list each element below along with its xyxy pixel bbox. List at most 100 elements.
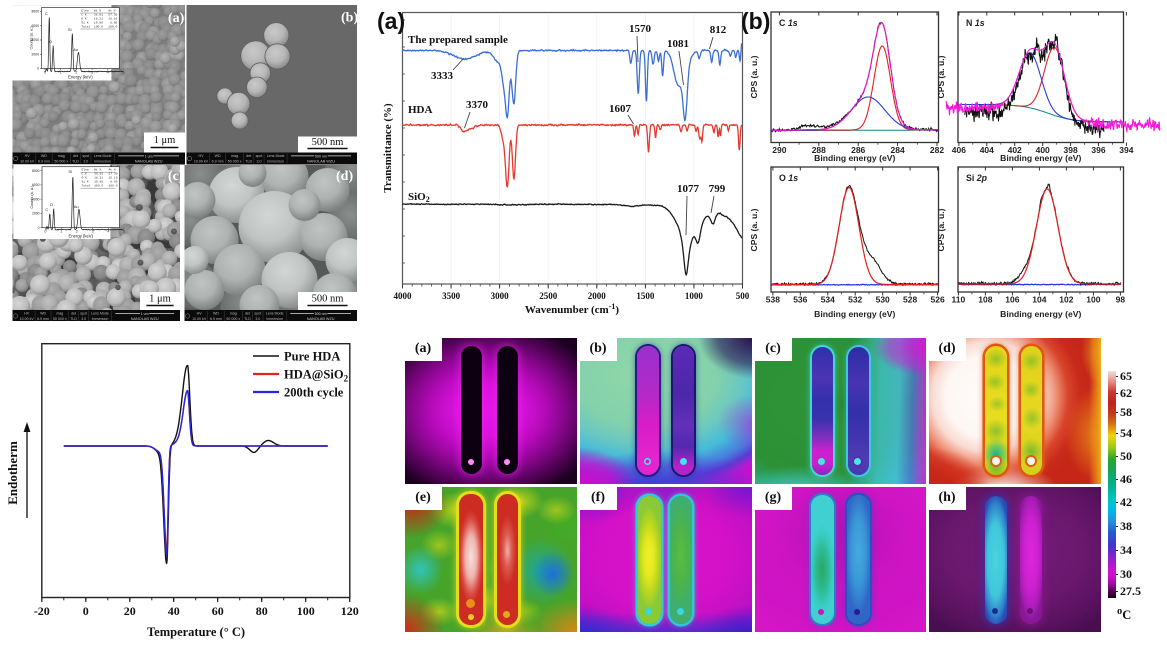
svg-text:TLD: TLD <box>70 317 77 321</box>
svg-text:Elem Wt % At %: Elem Wt % At % <box>82 168 116 172</box>
svg-text:530: 530 <box>876 295 890 305</box>
svg-text:Lens Mode: Lens Mode <box>91 312 109 316</box>
svg-text:500 nm: 500 nm <box>312 293 344 304</box>
svg-text:(c): (c) <box>168 169 184 184</box>
svg-text:CPS (a. u.): CPS (a. u.) <box>936 55 946 98</box>
svg-text:2500: 2500 <box>539 291 558 301</box>
svg-text:Si: Si <box>68 27 72 32</box>
svg-text:106: 106 <box>1005 295 1019 305</box>
svg-text:528: 528 <box>903 295 917 305</box>
svg-text:Binding energy (eV): Binding energy (eV) <box>1000 309 1081 319</box>
svg-text:4000: 4000 <box>31 38 39 42</box>
svg-text:1 μm: 1 μm <box>154 135 176 146</box>
svg-text:406: 406 <box>952 145 966 155</box>
svg-text:TLD: TLD <box>244 317 251 321</box>
svg-text:1: 1 <box>60 230 62 234</box>
svg-text:-20: -20 <box>34 604 50 618</box>
svg-text:Lens Mode: Lens Mode <box>94 154 112 158</box>
svg-text:4: 4 <box>107 71 109 75</box>
svg-text:110: 110 <box>952 295 966 305</box>
svg-text:NANOLAB WZU: NANOLAB WZU <box>135 160 163 164</box>
svg-text:288: 288 <box>812 145 826 155</box>
svg-text:Si 2p: Si 2p <box>966 173 988 183</box>
svg-text:1 um: 1 um <box>145 154 153 158</box>
svg-text:Immersion: Immersion <box>94 159 111 163</box>
svg-text:Lens Mode: Lens Mode <box>267 154 285 158</box>
svg-text:100: 100 <box>1086 295 1100 305</box>
svg-text:det: det <box>245 312 250 316</box>
svg-text:spot: spot <box>256 154 263 158</box>
svg-text:500 nm: 500 nm <box>315 154 327 158</box>
svg-text:Au: Au <box>74 204 79 209</box>
svg-text:SiO2: SiO2 <box>408 191 430 204</box>
svg-text:Counts (a. u.): Counts (a. u.) <box>30 185 34 209</box>
svg-text:394: 394 <box>1119 145 1133 155</box>
svg-text:5: 5 <box>123 230 125 234</box>
svg-text:100: 100 <box>297 604 315 618</box>
svg-text:WD: WD <box>213 312 219 316</box>
svg-text:det: det <box>71 312 76 316</box>
svg-text:HV: HV <box>24 312 30 316</box>
svg-text:Total 100.0 100.0: Total 100.0 100.0 <box>81 25 117 29</box>
svg-text:Energy (keV): Energy (keV) <box>69 233 94 238</box>
svg-text:det: det <box>73 154 78 158</box>
svg-text:1077: 1077 <box>677 183 700 195</box>
svg-text:CPS (a. u.): CPS (a. u.) <box>749 208 759 251</box>
svg-text:538: 538 <box>766 295 780 305</box>
svg-text:HV: HV <box>197 312 203 316</box>
svg-text:(a): (a) <box>168 11 185 26</box>
svg-text:526: 526 <box>931 295 945 305</box>
svg-text:290: 290 <box>772 145 786 155</box>
svg-text:6.9 mm: 6.9 mm <box>37 317 49 321</box>
svg-text:6.9 mm: 6.9 mm <box>38 159 50 163</box>
svg-text:Endotherm: Endotherm <box>5 441 20 505</box>
svg-text:1607: 1607 <box>609 103 632 115</box>
svg-text:532: 532 <box>848 295 862 305</box>
svg-text:60: 60 <box>212 604 224 618</box>
svg-text:2000: 2000 <box>588 291 607 301</box>
svg-text:402: 402 <box>1008 145 1022 155</box>
svg-text:500 nm: 500 nm <box>315 312 327 316</box>
svg-text:Energy (keV): Energy (keV) <box>68 75 93 80</box>
svg-text:spot: spot <box>82 154 89 158</box>
svg-text:104: 104 <box>1032 295 1046 305</box>
svg-text:3.0: 3.0 <box>81 317 86 321</box>
svg-text:10.00 kV: 10.00 kV <box>20 159 35 163</box>
svg-text:799: 799 <box>709 183 726 195</box>
svg-text:1 um: 1 um <box>141 312 149 316</box>
svg-text:102: 102 <box>1059 295 1073 305</box>
svg-text:3500: 3500 <box>442 291 461 301</box>
svg-text:det: det <box>246 154 251 158</box>
svg-text:C K 38.91 57.39: C K 38.91 57.39 <box>82 173 118 176</box>
svg-text:Elem Wt % At %: Elem Wt % At % <box>81 9 115 13</box>
svg-text:284: 284 <box>891 145 905 155</box>
svg-text:NANOLAB WZU: NANOLAB WZU <box>307 160 335 164</box>
svg-text:WD: WD <box>215 154 221 158</box>
svg-text:Lens Mode: Lens Mode <box>266 312 284 316</box>
svg-text:398: 398 <box>1064 145 1078 155</box>
svg-text:8000: 8000 <box>31 10 39 14</box>
svg-text:2: 2 <box>75 71 77 75</box>
svg-text:1570: 1570 <box>629 23 652 35</box>
svg-text:3: 3 <box>91 71 93 75</box>
svg-text:50 000 x: 50 000 x <box>53 317 67 321</box>
svg-text:HDA: HDA <box>408 104 433 116</box>
svg-text:812: 812 <box>710 24 727 36</box>
svg-text:mag: mag <box>230 312 237 316</box>
svg-text:Pure HDA: Pure HDA <box>284 350 340 364</box>
svg-text:3: 3 <box>92 230 94 234</box>
svg-text:404: 404 <box>980 145 994 155</box>
svg-text:120: 120 <box>341 604 359 618</box>
svg-text:mag: mag <box>58 154 65 158</box>
svg-text:O 1s: O 1s <box>779 173 798 183</box>
svg-text:Immersion: Immersion <box>266 317 283 321</box>
svg-text:C 1s: C 1s <box>779 18 798 28</box>
svg-text:98: 98 <box>1116 295 1126 305</box>
svg-text:TLD: TLD <box>72 159 79 163</box>
svg-text:Immersion: Immersion <box>267 159 284 163</box>
svg-text:0: 0 <box>37 67 39 71</box>
svg-text:40: 40 <box>168 604 180 618</box>
svg-text:TLD: TLD <box>245 159 252 163</box>
svg-text:6000: 6000 <box>32 183 40 187</box>
svg-text:396: 396 <box>1091 145 1105 155</box>
